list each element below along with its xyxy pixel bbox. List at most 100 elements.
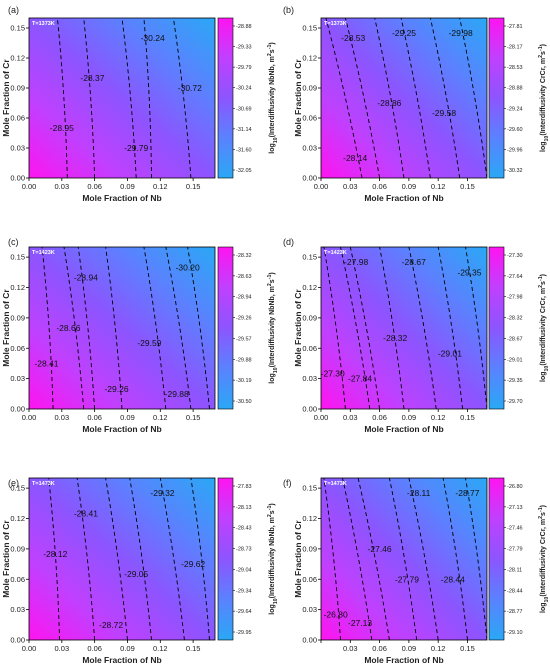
colorbar-tick-label: -32.05 (236, 168, 252, 174)
x-tick-label: 0.00 (22, 644, 37, 653)
colorbar-tick-label: -30.19 (236, 378, 252, 384)
y-tick-label: 0.12 (10, 54, 25, 63)
contour-label: -29.98 (449, 28, 473, 38)
contour-line (374, 18, 405, 178)
colorbar-tick-label: -27.30 (507, 253, 523, 259)
x-tick-label: 0.06 (87, 413, 102, 422)
contour-label: -27.30 (321, 369, 345, 379)
x-axis-label: Mole Fraction of Nb (364, 655, 443, 665)
colorbar-tick-label: -28.63 (236, 274, 252, 280)
x-tick-label: 0.00 (22, 413, 37, 422)
colorbar-tick-label: -29.34 (236, 588, 252, 594)
temperature-annotation: T=1473K (32, 481, 55, 487)
x-axis-label: Mole Fraction of Nb (364, 424, 443, 434)
colorbar-tick-label: -29.01 (507, 357, 523, 363)
x-tick-label: 0.09 (402, 413, 417, 422)
y-tick-label: 0.03 (302, 374, 317, 383)
y-tick-label: 0.09 (10, 544, 25, 553)
colorbar-tick-label: -29.35 (507, 378, 523, 384)
panel-letter: (c) (8, 237, 19, 247)
contour-line (459, 18, 487, 178)
x-tick-label: 0.15 (186, 182, 201, 191)
x-tick-label: 0.15 (186, 413, 201, 422)
contour-label: -29.25 (392, 28, 416, 38)
y-axis-label: Mole Fraction of Cr (293, 289, 303, 367)
colorbar-label: log10(Interdiffusivity NbNb, m2s-1) (267, 42, 279, 153)
y-tick-label: 0.03 (302, 605, 317, 614)
x-tick-label: 0.12 (431, 182, 446, 191)
y-tick-label: 0.03 (302, 144, 317, 153)
x-tick-label: 0.06 (372, 182, 387, 191)
y-tick-label: 0.12 (302, 54, 317, 63)
colorbar-tick-label: -28.44 (507, 588, 523, 594)
colorbar-tick-label: -28.88 (507, 86, 523, 92)
contour-line (172, 18, 192, 178)
plot-frame (320, 477, 488, 641)
y-tick-label: 0.09 (10, 84, 25, 93)
heatmap-field (321, 478, 487, 640)
plot-frame (320, 17, 488, 179)
temperature-annotation: T=1373K (32, 21, 55, 27)
colorbar-tick-label: -28.11 (507, 567, 522, 573)
x-tick-label: 0.09 (120, 413, 135, 422)
panel-d: -27.30-27.84-27.98-28.32-28.67-29.01-29.… (283, 237, 550, 434)
x-axis-label: Mole Fraction of Nb (82, 655, 161, 665)
y-tick-label: 0.06 (10, 575, 25, 584)
colorbar-label: log10(Interdiffusivity NbNb, m2s-1) (267, 503, 279, 614)
contour-label: -27.46 (368, 544, 392, 554)
colorbar (218, 18, 233, 178)
y-axis-label: Mole Fraction of Cr (1, 520, 11, 598)
colorbar-tick-label: -27.81 (507, 24, 523, 30)
x-tick-label: 0.12 (153, 644, 168, 653)
contour-label: -29.79 (124, 143, 148, 153)
colorbar-label: log10(Interdiffusivity CrCr, m2s-1) (538, 274, 550, 382)
y-tick-label: 0.15 (10, 253, 25, 262)
colorbar (489, 18, 504, 178)
x-tick-label: 0.12 (431, 413, 446, 422)
contour-label: -29.26 (104, 384, 128, 394)
contour-label: -28.77 (455, 488, 479, 498)
colorbar-tick-label: -29.33 (236, 45, 252, 51)
colorbar-tick-label: -30.24 (236, 86, 252, 92)
y-tick-label: 0.00 (10, 405, 25, 414)
colorbar-tick-label: -27.98 (507, 295, 523, 301)
contour-label: -29.01 (438, 348, 462, 358)
contour-line (41, 247, 54, 409)
x-tick-label: 0.03 (55, 644, 70, 653)
y-axis-label: Mole Fraction of Cr (293, 520, 303, 598)
contour-label: -28.67 (402, 257, 426, 267)
y-tick-label: 0.00 (302, 636, 317, 645)
y-tick-label: 0.15 (302, 253, 317, 262)
y-tick-label: 0.12 (302, 514, 317, 523)
y-tick-label: 0.03 (10, 374, 25, 383)
contour-label: -28.72 (99, 620, 123, 630)
colorbar-tick-label: -28.17 (507, 45, 523, 51)
x-tick-label: 0.12 (431, 644, 446, 653)
colorbar-tick-label: -29.26 (236, 316, 252, 322)
contour-line (121, 18, 137, 178)
x-tick-label: 0.03 (343, 182, 358, 191)
panel-letter: (e) (8, 478, 19, 488)
x-tick-label: 0.15 (186, 644, 201, 653)
x-tick-label: 0.06 (372, 644, 387, 653)
colorbar-tick-label: -29.04 (236, 567, 252, 573)
contour-label: -28.95 (50, 123, 74, 133)
contour-label: -28.44 (441, 574, 465, 584)
temperature-annotation: T=1423K (32, 250, 55, 256)
contour-label: -28.41 (34, 358, 58, 368)
y-tick-label: 0.06 (302, 344, 317, 353)
colorbar-tick-label: -28.67 (507, 336, 523, 342)
x-tick-label: 0.15 (460, 644, 475, 653)
colorbar-tick-label: -28.73 (236, 547, 252, 553)
colorbar-tick-label: -30.69 (236, 106, 252, 112)
contour-label: -26.80 (324, 610, 348, 620)
x-tick-label: 0.03 (343, 644, 358, 653)
contour-line (56, 18, 68, 178)
contour-label: -27.79 (395, 574, 419, 584)
colorbar-tick-label: -27.79 (507, 547, 523, 553)
y-tick-label: 0.09 (302, 84, 317, 93)
heatmap-field (29, 247, 215, 409)
contour-label: -30.24 (141, 33, 165, 43)
x-tick-label: 0.09 (120, 182, 135, 191)
contour-label: -29.05 (124, 569, 148, 579)
